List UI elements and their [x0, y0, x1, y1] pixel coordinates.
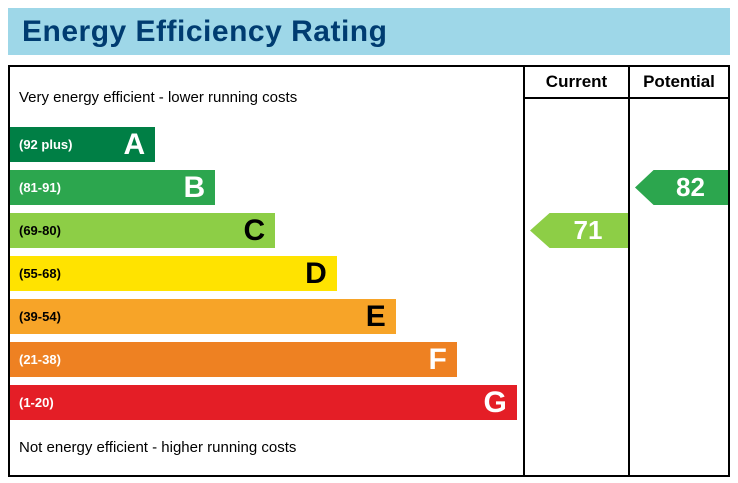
band-letter: F — [428, 343, 447, 376]
band-range-label: (1-20) — [19, 395, 54, 410]
bands-column: Very energy efficient - lower running co… — [10, 67, 523, 475]
band-range-label: (69-80) — [19, 223, 61, 238]
band-row-f: (21-38) F — [10, 342, 523, 377]
current-arrow: 71 — [530, 213, 628, 248]
potential-rating-value: 82 — [676, 172, 705, 202]
top-caption: Very energy efficient - lower running co… — [19, 88, 298, 106]
band-row-d: (55-68) D — [10, 256, 523, 291]
band-bar-c: (69-80) C — [10, 213, 276, 248]
band-range-label: (39-54) — [19, 309, 61, 324]
title-bar: Energy Efficiency Rating — [8, 8, 730, 55]
page-title: Energy Efficiency Rating — [22, 14, 388, 48]
band-bar-g: (1-20) G — [10, 385, 517, 420]
current-rating-value: 71 — [573, 215, 603, 245]
band-letter: G — [483, 386, 507, 419]
band-range-label: (81-91) — [19, 180, 61, 195]
potential-arrow: 82 — [635, 170, 728, 205]
band-bar-b: (81-91) B — [10, 170, 216, 205]
energy-efficiency-chart: Very energy efficient - lower running co… — [8, 65, 730, 477]
band-row-a: (92 plus) A — [10, 127, 523, 162]
band-letter: E — [365, 300, 386, 333]
band-range-label: (55-68) — [19, 266, 61, 281]
band-row-b: (81-91) B — [10, 170, 523, 205]
band-letter: C — [243, 214, 266, 247]
band-bar-d: (55-68) D — [10, 256, 337, 291]
band-bar-a: (92 plus) A — [10, 127, 156, 162]
potential-column: Potential 82 — [628, 67, 728, 475]
band-bar-e: (39-54) E — [10, 299, 396, 334]
band-range-label: (21-38) — [19, 352, 61, 367]
potential-column-header: Potential — [630, 67, 728, 99]
band-bar-f: (21-38) F — [10, 342, 457, 377]
current-column: Current 71 — [523, 67, 628, 475]
current-column-header: Current — [525, 67, 628, 99]
band-row-g: (1-20) G — [10, 385, 523, 420]
band-letter: B — [183, 171, 206, 204]
band-row-e: (39-54) E — [10, 299, 523, 334]
band-letter: A — [123, 128, 146, 161]
band-letter: D — [305, 257, 327, 290]
band-range-label: (92 plus) — [19, 137, 73, 152]
band-row-c: (69-80) C — [10, 213, 523, 248]
rating-bands: (92 plus) A (81-91) B (69-80) C (55-68) D (39-54… — [10, 127, 523, 420]
bottom-caption: Not energy efficient - higher running co… — [19, 439, 297, 456]
